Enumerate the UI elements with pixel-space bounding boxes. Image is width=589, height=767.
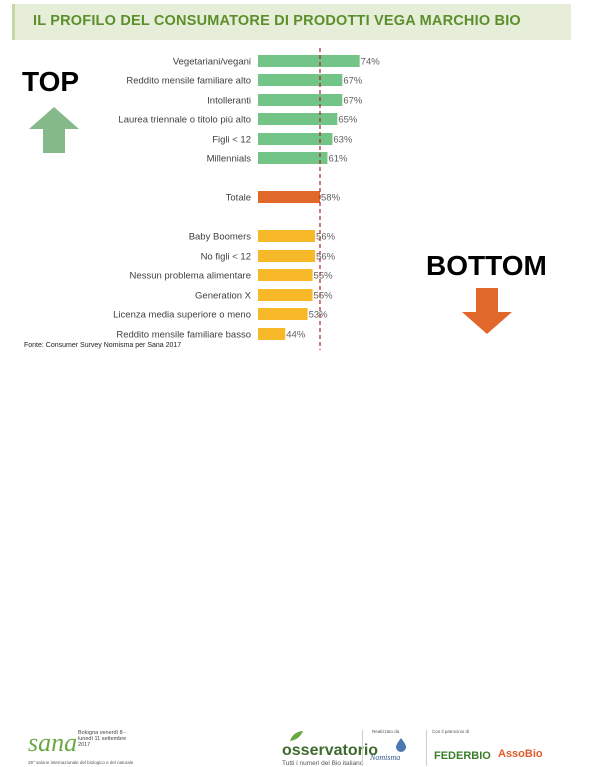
value-label: 58% [321, 193, 341, 204]
category-label: Baby Boomers [189, 232, 252, 243]
bottom-label: BOTTOM [426, 250, 547, 281]
bar [258, 94, 343, 106]
nomisma-mark-icon [396, 738, 406, 752]
bar [258, 289, 313, 301]
sana-details: Bologna venerdì 8 - lunedì 11 settembre … [78, 730, 127, 748]
source-note: Fonte: Consumer Survey Nomisma per Sana … [24, 342, 182, 349]
chart-title: IL PROFILO DEL CONSUMATORE DI PRODOTTI V… [33, 13, 521, 29]
category-label: Figli < 12 [212, 135, 251, 146]
arrow-down-icon [462, 288, 512, 334]
value-label: 55% [314, 291, 334, 302]
category-label: Totale [226, 193, 251, 204]
value-label: 56% [316, 252, 336, 263]
value-label: 44% [286, 330, 306, 341]
nomisma-logo: Nomisma [370, 753, 401, 762]
top-label: TOP [22, 66, 80, 97]
sana-tagline: 29° salone internazionale del biologico … [28, 760, 134, 765]
osservatorio-subtitle: Tutti i numeri del Bio italiano [282, 760, 364, 767]
federbio-logo: FEDERBIO [434, 750, 491, 762]
category-label: Licenza media superiore o meno [113, 310, 251, 321]
category-label: No figli < 12 [201, 252, 251, 263]
value-label: 67% [343, 96, 363, 107]
bar [258, 250, 316, 262]
assobio-logo: AssoBio [498, 748, 543, 760]
bar [258, 152, 328, 164]
bar [258, 55, 360, 67]
category-label: Millennials [207, 154, 252, 165]
bar [258, 191, 320, 203]
value-label: 67% [343, 76, 363, 87]
bar [258, 269, 313, 281]
value-label: 55% [314, 271, 334, 282]
value-label: 74% [361, 57, 381, 68]
bar [258, 113, 338, 125]
arrow-up-icon [29, 107, 79, 153]
category-label: Intolleranti [207, 96, 251, 107]
footer-divider [426, 730, 427, 766]
bar-chart: Vegetariani/vegani 74% Reddito mensile fam… [113, 48, 381, 350]
category-label: Generation X [195, 291, 252, 302]
value-label: 61% [328, 154, 348, 165]
value-label: 53% [309, 310, 329, 321]
patrocinio-caption: Con il patrocinio di [432, 729, 470, 734]
title-bar: IL PROFILO DEL CONSUMATORE DI PRODOTTI V… [12, 4, 571, 40]
value-label: 63% [333, 135, 353, 146]
osservatorio-name: osservatorio [282, 742, 379, 759]
bar [258, 74, 343, 86]
footer-divider [362, 730, 363, 766]
bar [258, 308, 308, 320]
bar [258, 328, 286, 340]
category-label: Reddito mensile familiare basso [116, 330, 251, 341]
sana-logo: sana [28, 728, 78, 757]
bar [258, 230, 316, 242]
value-label: 56% [316, 232, 336, 243]
realizzato-da-caption: Realizzato da [372, 729, 400, 734]
footer: sana Bologna venerdì 8 - lunedì 11 sette… [0, 358, 589, 767]
category-label: Laurea triennale o titolo più alto [118, 115, 251, 126]
category-label: Reddito mensile familiare alto [126, 76, 251, 87]
category-label: Nessun problema alimentare [130, 271, 251, 282]
leaf-icon [290, 731, 303, 741]
bar [258, 133, 333, 145]
category-label: Vegetariani/vegani [173, 57, 251, 68]
value-label: 65% [338, 115, 358, 126]
